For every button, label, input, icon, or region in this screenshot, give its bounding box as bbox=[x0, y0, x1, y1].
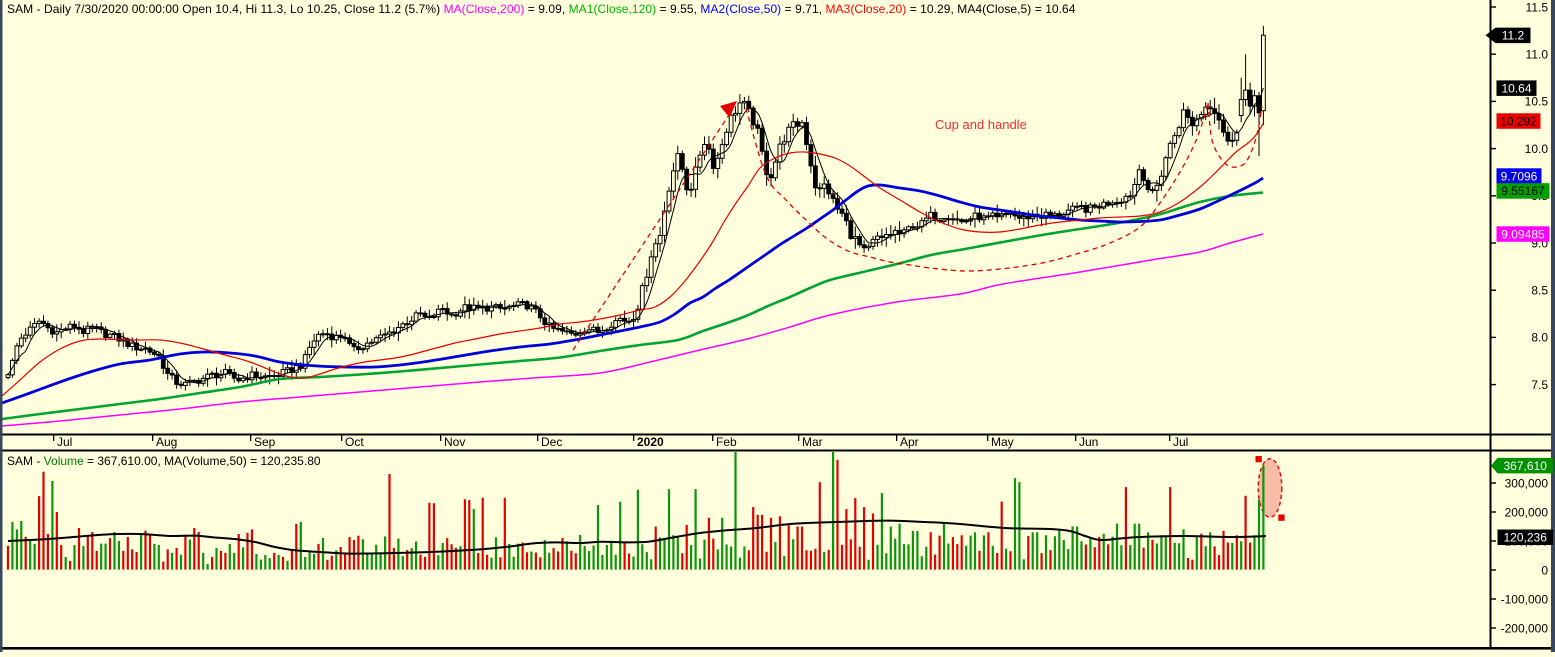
svg-text:10.5: 10.5 bbox=[1525, 95, 1549, 109]
svg-text:Oct: Oct bbox=[345, 435, 364, 449]
svg-text:300,000: 300,000 bbox=[1505, 476, 1549, 490]
svg-text:0: 0 bbox=[1541, 563, 1548, 577]
svg-text:9.7096: 9.7096 bbox=[1501, 169, 1538, 183]
svg-text:10.64: 10.64 bbox=[1501, 82, 1531, 96]
svg-text:Apr: Apr bbox=[900, 435, 919, 449]
svg-text:Nov: Nov bbox=[444, 435, 465, 449]
svg-text:-200,000: -200,000 bbox=[1501, 621, 1549, 635]
svg-text:Sep: Sep bbox=[254, 435, 276, 449]
svg-text:120,236: 120,236 bbox=[1504, 531, 1548, 545]
svg-text:8.5: 8.5 bbox=[1531, 284, 1548, 298]
svg-text:Feb: Feb bbox=[716, 435, 737, 449]
svg-text:200,000: 200,000 bbox=[1505, 505, 1549, 519]
svg-text:9.09485: 9.09485 bbox=[1501, 227, 1545, 241]
svg-text:2020: 2020 bbox=[637, 435, 664, 449]
svg-text:Cup and handle: Cup and handle bbox=[935, 117, 1027, 132]
svg-text:8.0: 8.0 bbox=[1531, 331, 1548, 345]
svg-text:Jun: Jun bbox=[1079, 435, 1098, 449]
svg-text:SAM - Daily 7/30/2020 00:00:00: SAM - Daily 7/30/2020 00:00:00 Open 10.4… bbox=[7, 2, 1076, 16]
svg-text:9.55167: 9.55167 bbox=[1501, 184, 1545, 198]
svg-text:Mar: Mar bbox=[802, 435, 823, 449]
svg-text:367,610: 367,610 bbox=[1504, 459, 1548, 473]
svg-text:11.2: 11.2 bbox=[1502, 29, 1525, 43]
svg-text:11.5: 11.5 bbox=[1526, 0, 1549, 14]
svg-text:10.292: 10.292 bbox=[1500, 114, 1537, 128]
svg-text:10.0: 10.0 bbox=[1525, 142, 1549, 156]
svg-text:Jul: Jul bbox=[57, 435, 72, 449]
svg-text:Jul: Jul bbox=[1173, 435, 1188, 449]
svg-text:Dec: Dec bbox=[541, 435, 562, 449]
svg-text:Aug: Aug bbox=[156, 435, 177, 449]
svg-text:11.0: 11.0 bbox=[1526, 48, 1549, 62]
svg-text:7.5: 7.5 bbox=[1531, 378, 1548, 392]
svg-text:May: May bbox=[991, 435, 1014, 449]
svg-text:-100,000: -100,000 bbox=[1501, 592, 1549, 606]
svg-text:SAM - Volume = 367,610.00, MA(: SAM - Volume = 367,610.00, MA(Volume,50)… bbox=[7, 454, 321, 468]
